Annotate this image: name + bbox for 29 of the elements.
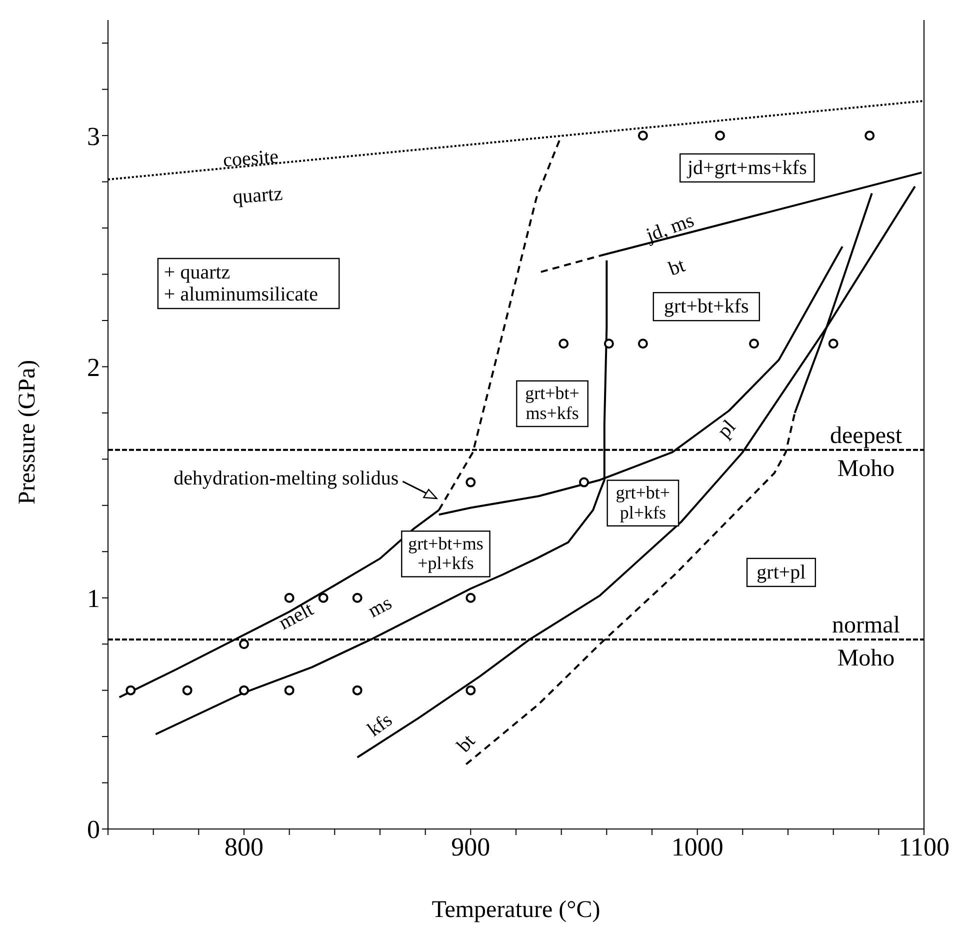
y-tick-label: 1 [87,584,100,614]
annotation: dehydration-melting solidus [174,467,399,490]
annotation: kfs [364,708,397,742]
y-tick-label: 0 [87,815,100,844]
ref-line-label: deepest Moho [830,422,902,482]
annotation: pl [713,416,740,442]
annotation: grt+bt+ms +pl+kfs [408,533,484,574]
x-tick-label: 800 [224,832,264,862]
y-tick-label: 2 [87,352,100,382]
x-tick-label: 900 [451,832,490,862]
annotation: grt+bt+kfs [664,296,749,318]
annotation: bt [666,254,688,280]
x-axis-title: Temperature (°C) [432,897,600,923]
annotation: grt+bt+ pl+kfs [616,482,670,522]
ref-line-label: normal Moho [832,612,900,672]
y-tick-label: 3 [87,122,100,151]
annotation: grt+pl [756,561,806,584]
annotation: melt [275,598,318,634]
y-axis-title: Pressure (GPa) [14,360,41,504]
annotation: jd+grt+ms+kfs [686,156,808,179]
annotation: quartz [232,182,284,208]
annotation: coesite [222,146,280,172]
annotation: ms [364,592,396,622]
x-tick-label: 1000 [671,832,724,862]
annotation: jd, ms [642,209,698,248]
x-tick-label: 1100 [898,832,950,862]
annotation: grt+bt+ ms+kfs [525,383,580,423]
annotation: bt [452,730,480,757]
annotation: + quartz + aluminumsilicate [164,262,318,306]
